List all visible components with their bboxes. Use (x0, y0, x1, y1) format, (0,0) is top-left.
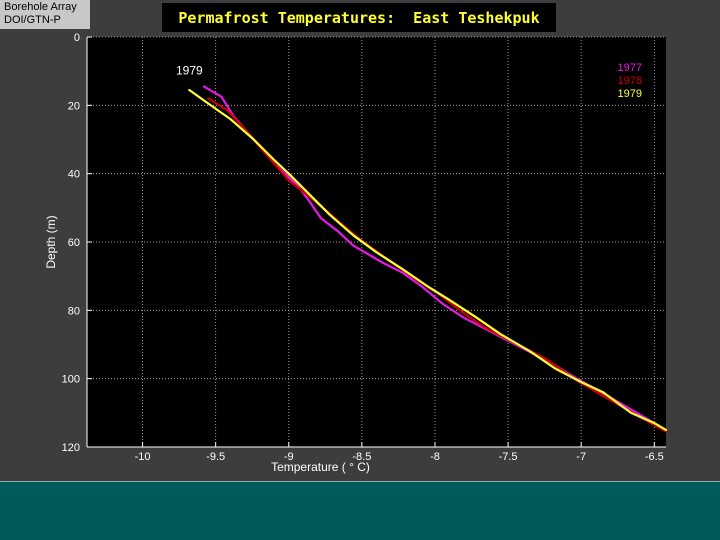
page-title: Permafrost Temperatures: East Teshekpuk (162, 3, 556, 32)
legend-entry-1978: 1978 (618, 75, 642, 87)
y-tick-label: 0 (74, 32, 80, 44)
tag-line-2: DOI/GTN-P (4, 14, 61, 26)
x-tick-label: -10 (135, 451, 151, 463)
permafrost-temperature-chart: -10 -9.5 -9 -8.5 -8 -7.5 -7 -6.5 0 20 40 60 80 100 120… (44, 32, 668, 474)
x-tick-label: -7 (576, 451, 586, 463)
y-tick-label: 120 (62, 442, 80, 454)
y-tick-label: 20 (68, 100, 80, 112)
y-tick-label: 100 (62, 374, 80, 386)
tag-line-1: Borehole Array (4, 1, 77, 13)
x-tick-label: -7.5 (499, 451, 518, 463)
x-tick-label: -8.5 (352, 451, 371, 463)
series-line-1979 (188, 88, 668, 431)
x-tick-label: -6.5 (645, 451, 664, 463)
x-tick-label: -9.5 (206, 451, 225, 463)
axes: -10 -9.5 -9 -8.5 -8 -7.5 -7 -6.5 0 20 40 60 80 100 120… (44, 32, 666, 474)
y-tick-label: 80 (68, 305, 80, 317)
x-axis-label: Temperature ( ° C) (271, 460, 370, 474)
x-tick-label: -8 (430, 451, 440, 463)
legend-entry-1979: 1979 (618, 88, 642, 100)
y-axis-label: Depth (m) (44, 215, 58, 268)
annotations: 1979 (176, 64, 203, 78)
y-tick-label: 40 (68, 169, 80, 181)
borehole-array-tag: Borehole Array DOI/GTN-P (0, 0, 90, 29)
series-lines (188, 85, 668, 433)
y-tick-label: 60 (68, 237, 80, 249)
annotation-label: 1979 (176, 64, 203, 78)
footer-bar (0, 481, 720, 540)
legend-entry-1977: 1977 (618, 62, 642, 74)
x-tick-label: -9 (284, 451, 294, 463)
